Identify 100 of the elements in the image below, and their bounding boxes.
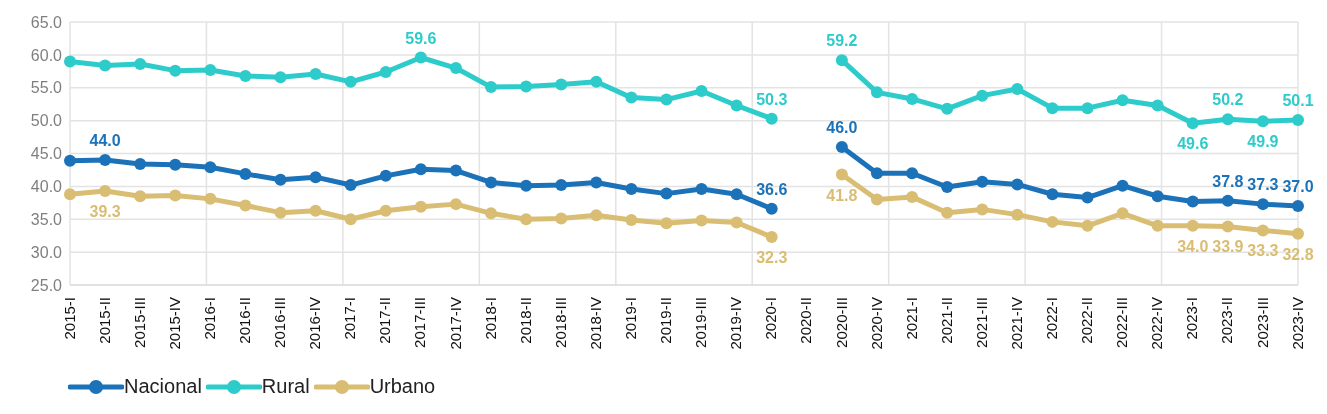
x-tick-label: 2015-I — [60, 297, 78, 340]
point — [730, 216, 743, 229]
data-label: 50.1 — [1282, 91, 1314, 109]
point — [1116, 94, 1129, 107]
point — [660, 187, 673, 200]
point — [1221, 113, 1234, 126]
y-tick-label: 40.0 — [30, 178, 63, 196]
y-tick-label: 45.0 — [30, 145, 63, 163]
point — [169, 158, 182, 171]
point — [625, 91, 638, 104]
point — [1186, 117, 1199, 130]
point — [835, 140, 848, 153]
x-tick-label: 2020-IV — [867, 297, 885, 350]
point — [1292, 200, 1304, 213]
point — [590, 209, 603, 222]
x-tick-label: 2020-II — [797, 297, 815, 344]
point — [239, 69, 252, 82]
point — [344, 75, 357, 88]
data-label: 50.3 — [756, 90, 788, 108]
point — [625, 213, 638, 226]
point — [239, 167, 252, 180]
x-tick-label: 2016-III — [271, 297, 289, 348]
point — [835, 54, 848, 67]
data-label: 46.0 — [826, 118, 858, 136]
point — [1256, 115, 1269, 128]
point — [976, 203, 989, 216]
x-tick-label: 2015-II — [95, 297, 113, 344]
point — [1011, 83, 1024, 96]
x-tick-label: 2016-I — [200, 297, 218, 340]
data-label: 32.8 — [1282, 245, 1314, 263]
point — [414, 200, 427, 213]
point — [835, 168, 848, 181]
y-tick-label: 50.0 — [30, 112, 63, 130]
point — [941, 181, 954, 194]
point — [309, 204, 322, 217]
x-tick-label: 2016-IV — [306, 297, 324, 350]
x-tick-label: 2020-I — [762, 297, 780, 340]
point — [309, 171, 322, 184]
point — [1186, 219, 1199, 232]
point — [169, 64, 182, 77]
point — [976, 175, 989, 188]
x-tick-label: 2023-I — [1183, 297, 1201, 340]
point — [99, 59, 112, 72]
x-tick-label: 2019-IV — [727, 297, 745, 350]
data-label: 50.2 — [1212, 91, 1244, 109]
point — [485, 176, 498, 189]
x-tick-label: 2022-III — [1113, 297, 1131, 348]
point — [99, 184, 112, 197]
y-tick-label: 65.0 — [30, 13, 63, 31]
x-tick-label: 2019-II — [657, 297, 675, 344]
point — [660, 217, 673, 230]
y-tick-label: 55.0 — [30, 79, 63, 97]
point — [64, 55, 76, 68]
x-tick-label: 2017-II — [376, 297, 394, 344]
point — [1116, 207, 1129, 220]
point — [274, 173, 287, 186]
point — [134, 58, 147, 71]
x-tick-label: 2021-I — [902, 297, 920, 340]
point — [1292, 113, 1304, 126]
point — [520, 80, 533, 93]
x-tick-label: 2015-III — [130, 297, 148, 348]
point — [730, 99, 743, 112]
legend-label: Urbano — [369, 375, 436, 398]
point — [1081, 102, 1094, 115]
data-label: 44.0 — [89, 132, 121, 150]
point — [449, 198, 462, 211]
point — [941, 102, 954, 115]
point — [1046, 215, 1059, 228]
data-label: 33.3 — [1247, 242, 1279, 260]
point — [1256, 224, 1269, 237]
point — [274, 71, 287, 84]
data-label: 39.3 — [89, 202, 121, 220]
point — [1046, 102, 1059, 115]
y-tick-label: 60.0 — [30, 46, 63, 64]
point — [1011, 178, 1024, 191]
point — [64, 154, 76, 167]
point — [64, 188, 76, 201]
point — [1221, 220, 1234, 233]
point — [1011, 208, 1024, 221]
y-tick-label: 35.0 — [30, 210, 63, 228]
data-label: 41.8 — [826, 186, 858, 204]
point — [449, 62, 462, 75]
point — [906, 92, 919, 105]
point — [204, 64, 217, 76]
x-tick-label: 2018-III — [551, 297, 569, 348]
point — [204, 161, 217, 174]
point — [449, 164, 462, 177]
point — [274, 206, 287, 219]
point — [695, 183, 708, 196]
x-tick-label: 2017-I — [341, 297, 359, 340]
x-tick-label: 2021-IV — [1007, 297, 1025, 350]
point — [590, 75, 603, 88]
x-tick-label: 2015-IV — [165, 297, 183, 350]
x-tick-label: 2023-III — [1253, 297, 1271, 348]
x-tick-label: 2016-II — [236, 297, 254, 344]
point — [99, 154, 112, 167]
data-label: 37.0 — [1282, 178, 1314, 196]
point — [204, 192, 217, 205]
point — [134, 158, 147, 171]
data-label: 59.2 — [826, 32, 858, 50]
